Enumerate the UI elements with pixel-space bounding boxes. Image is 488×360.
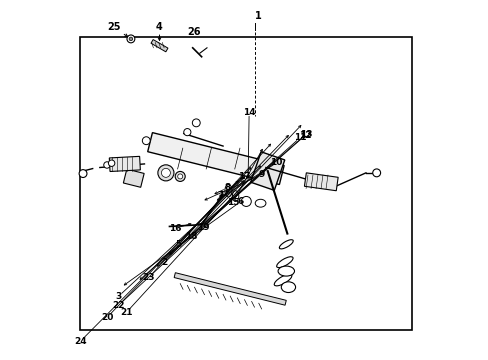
Ellipse shape [142,137,150,145]
Bar [304,173,338,191]
Text: 2: 2 [161,258,167,267]
Text: 9: 9 [258,170,264,179]
Bar [250,152,284,190]
Text: 5: 5 [175,240,181,249]
Ellipse shape [158,165,174,181]
Bar [80,37,411,330]
Ellipse shape [108,160,115,166]
Ellipse shape [278,266,294,276]
Bar [147,132,284,185]
Text: 18: 18 [184,231,197,240]
Ellipse shape [79,170,87,177]
Ellipse shape [281,282,295,293]
Text: 13: 13 [299,130,311,139]
Bar [151,40,168,52]
Bar [123,169,144,187]
Text: 22: 22 [112,301,125,310]
Ellipse shape [192,119,200,127]
Ellipse shape [372,169,380,177]
Text: 19: 19 [197,223,209,232]
Text: 21: 21 [120,308,133,317]
Ellipse shape [224,184,231,197]
Ellipse shape [241,197,251,206]
Ellipse shape [103,162,110,168]
Text: 15: 15 [226,198,239,207]
Ellipse shape [232,191,238,202]
Ellipse shape [276,257,292,267]
Text: 25: 25 [107,22,121,32]
Ellipse shape [127,35,135,43]
Text: 12: 12 [298,131,311,140]
Ellipse shape [175,171,185,181]
Text: 7: 7 [217,191,223,200]
Ellipse shape [177,174,183,179]
Ellipse shape [255,199,265,207]
Text: 14: 14 [243,108,255,117]
Ellipse shape [129,37,132,41]
Text: 3: 3 [115,292,122,301]
Bar [174,273,285,305]
Text: 20: 20 [101,313,113,322]
Text: 4: 4 [156,22,163,32]
Text: 1: 1 [255,11,262,21]
Text: 23: 23 [142,273,155,282]
Ellipse shape [274,274,291,286]
Text: 8: 8 [224,183,230,192]
Text: 16: 16 [168,224,181,233]
Text: 11: 11 [293,133,305,142]
Ellipse shape [183,129,190,136]
Text: 6: 6 [237,197,244,206]
Bar [109,156,140,171]
Ellipse shape [161,168,170,177]
Text: 10: 10 [270,158,282,167]
Text: 17: 17 [238,172,250,181]
Text: 24: 24 [74,337,86,346]
Ellipse shape [279,240,293,249]
Text: 26: 26 [187,27,201,37]
